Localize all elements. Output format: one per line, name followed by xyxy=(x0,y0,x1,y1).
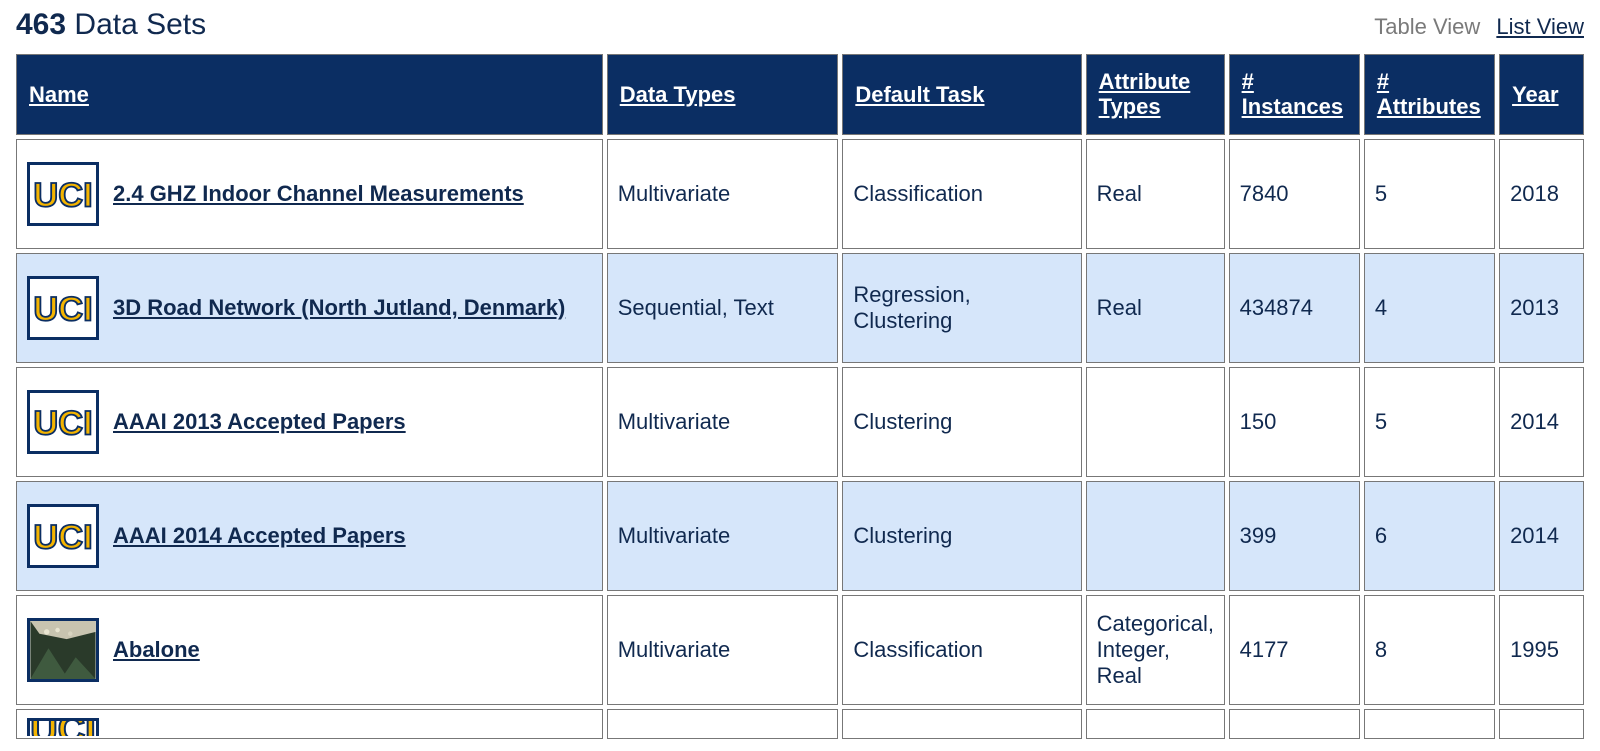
cell-default-task: Clustering xyxy=(842,481,1081,591)
cell-year: 2013 xyxy=(1499,253,1584,363)
cell-year: 2018 xyxy=(1499,139,1584,249)
cell-instances: 4177 xyxy=(1229,595,1360,705)
cell-data-types: Sequential, Text xyxy=(607,253,839,363)
list-view-link[interactable]: List View xyxy=(1496,14,1584,39)
cell-attributes: 6 xyxy=(1364,481,1495,591)
cell-attr-types: Categorical, Integer, Real xyxy=(1086,595,1225,705)
cell-attributes: 8 xyxy=(1364,595,1495,705)
dataset-thumbnail-icon[interactable] xyxy=(27,618,99,682)
cell-default-task: Regression, Clustering xyxy=(842,253,1081,363)
col-default-task[interactable]: Default Task xyxy=(842,54,1081,135)
cell-attr-types: Real xyxy=(1086,139,1225,249)
cell-data-types: Multivariate xyxy=(607,139,839,249)
table-row xyxy=(16,709,1584,739)
cell-attr-types xyxy=(1086,481,1225,591)
uci-icon[interactable] xyxy=(27,276,99,340)
cell-name: AAAI 2013 Accepted Papers xyxy=(16,367,603,477)
uci-icon[interactable] xyxy=(27,504,99,568)
cell-instances: 399 xyxy=(1229,481,1360,591)
cell-empty xyxy=(1229,709,1360,739)
cell-name: Abalone xyxy=(16,595,603,705)
cell-instances: 150 xyxy=(1229,367,1360,477)
cell-attr-types xyxy=(1086,367,1225,477)
table-row: AAAI 2013 Accepted Papers MultivariateClu… xyxy=(16,367,1584,477)
datasets-table: Name Data Types Default Task Attribute T… xyxy=(12,50,1588,743)
col-instances[interactable]: # Instances xyxy=(1229,54,1360,135)
cell-data-types: Multivariate xyxy=(607,595,839,705)
cell-data-types: Multivariate xyxy=(607,367,839,477)
cell-empty xyxy=(1499,709,1584,739)
dataset-link[interactable]: AAAI 2013 Accepted Papers xyxy=(113,409,406,435)
dataset-link[interactable]: Abalone xyxy=(113,637,200,663)
cell-name xyxy=(16,709,603,739)
table-row: AAAI 2014 Accepted Papers MultivariateClu… xyxy=(16,481,1584,591)
cell-year: 2014 xyxy=(1499,481,1584,591)
cell-default-task: Classification xyxy=(842,139,1081,249)
cell-name: 3D Road Network (North Jutland, Denmark) xyxy=(16,253,603,363)
table-view-link[interactable]: Table View xyxy=(1374,14,1480,39)
cell-attributes: 5 xyxy=(1364,367,1495,477)
dataset-count: 463 xyxy=(16,8,66,41)
table-row: Abalone MultivariateClassificationCategor… xyxy=(16,595,1584,705)
cell-default-task: Clustering xyxy=(842,367,1081,477)
cell-empty xyxy=(607,709,839,739)
cell-instances: 434874 xyxy=(1229,253,1360,363)
dataset-link[interactable]: AAAI 2014 Accepted Papers xyxy=(113,523,406,549)
dataset-label: Data Sets xyxy=(74,8,206,41)
col-attr-types[interactable]: Attribute Types xyxy=(1086,54,1225,135)
cell-empty xyxy=(1086,709,1225,739)
view-toggle: Table View List View xyxy=(1374,14,1584,40)
cell-attributes: 4 xyxy=(1364,253,1495,363)
cell-empty xyxy=(1364,709,1495,739)
table-row: 3D Road Network (North Jutland, Denmark)… xyxy=(16,253,1584,363)
cell-data-types: Multivariate xyxy=(607,481,839,591)
uci-icon[interactable] xyxy=(27,390,99,454)
cell-year: 1995 xyxy=(1499,595,1584,705)
uci-icon[interactable] xyxy=(27,162,99,226)
dataset-link[interactable]: 2.4 GHZ Indoor Channel Measurements xyxy=(113,181,524,207)
col-data-types[interactable]: Data Types xyxy=(607,54,839,135)
cell-empty xyxy=(842,709,1081,739)
cell-name: AAAI 2014 Accepted Papers xyxy=(16,481,603,591)
page-header: 463 Data Sets Table View List View xyxy=(12,8,1588,42)
cell-attr-types: Real xyxy=(1086,253,1225,363)
cell-default-task: Classification xyxy=(842,595,1081,705)
table-row: 2.4 GHZ Indoor Channel Measurements Multi… xyxy=(16,139,1584,249)
page-title: 463 Data Sets xyxy=(16,8,206,42)
col-name[interactable]: Name xyxy=(16,54,603,135)
dataset-link[interactable]: 3D Road Network (North Jutland, Denmark) xyxy=(113,295,565,321)
col-attributes[interactable]: # Attributes xyxy=(1364,54,1495,135)
cell-instances: 7840 xyxy=(1229,139,1360,249)
uci-icon[interactable] xyxy=(27,718,99,736)
table-header-row: Name Data Types Default Task Attribute T… xyxy=(16,54,1584,135)
col-year[interactable]: Year xyxy=(1499,54,1584,135)
cell-attributes: 5 xyxy=(1364,139,1495,249)
cell-year: 2014 xyxy=(1499,367,1584,477)
cell-name: 2.4 GHZ Indoor Channel Measurements xyxy=(16,139,603,249)
